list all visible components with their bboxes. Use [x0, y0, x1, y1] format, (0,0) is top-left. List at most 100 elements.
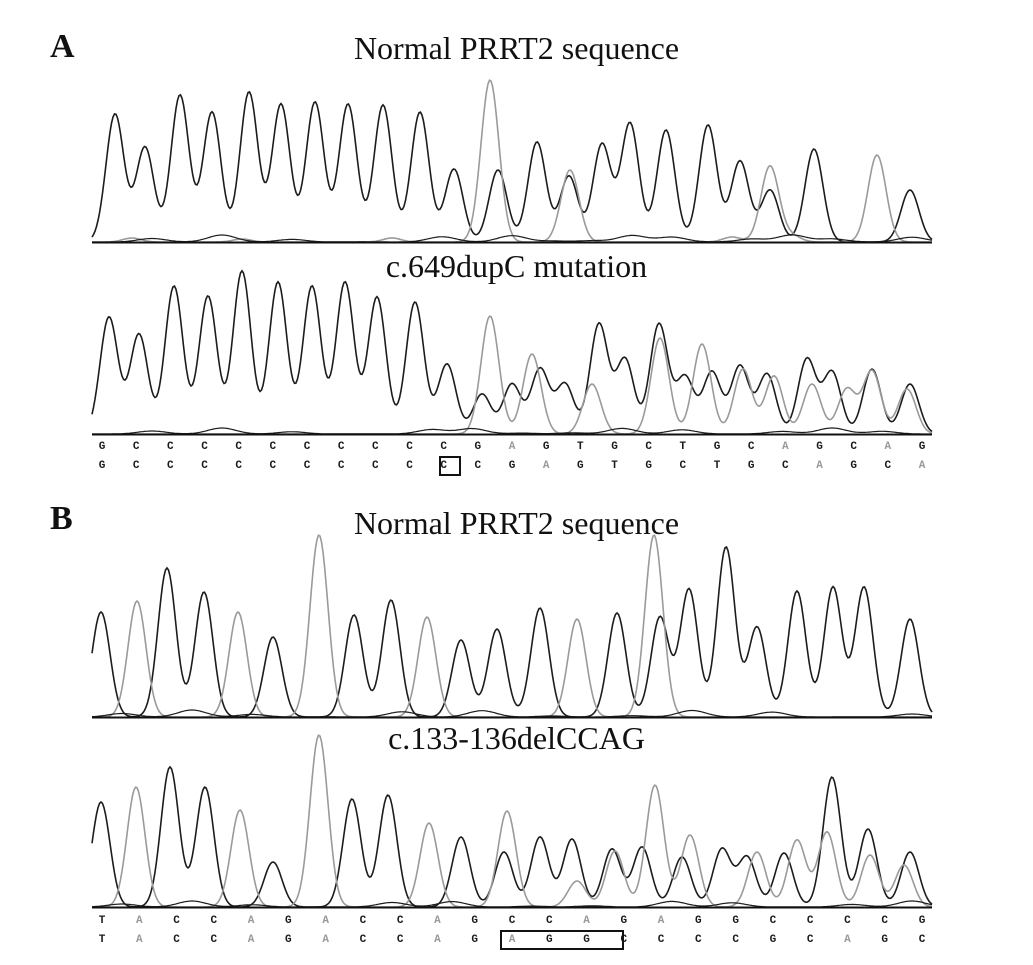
panel-letter-a: A [50, 28, 75, 65]
base-letter: C [545, 915, 553, 927]
base-letter: A [434, 934, 441, 946]
base-letter: C [167, 460, 174, 472]
base-letter: A [782, 441, 789, 453]
panel-letter-b: B [50, 500, 73, 537]
trace-peaks-dark [91, 545, 933, 718]
base-letter: C [884, 460, 892, 472]
base-letter: A [508, 441, 516, 453]
base-letter: G [98, 441, 106, 453]
panel-a-normal-title: Normal PRRT2 sequence [353, 30, 680, 66]
base-letter: C [303, 441, 311, 453]
base-letter: G [695, 915, 702, 927]
base-letter: C [359, 915, 367, 927]
base-letter: C [732, 934, 739, 946]
panel-a-duplication-box [439, 456, 461, 476]
base-letter: G [918, 915, 926, 927]
base-letter: A [135, 915, 143, 927]
base-letter: A [816, 460, 823, 472]
base-letter: A [247, 934, 255, 946]
base-letter: C [747, 441, 755, 453]
base-letter: A [434, 915, 441, 927]
base-letter: G [508, 460, 516, 472]
base-letter: C [396, 915, 404, 927]
base-letter: G [545, 934, 553, 946]
base-letter: C [132, 441, 140, 453]
base-letter: C [695, 934, 702, 946]
trace-peaks-light [92, 534, 932, 718]
trace-peaks-light [92, 315, 933, 435]
base-letter: C [303, 460, 311, 472]
base-letter: C [372, 441, 379, 453]
base-letter: G [577, 460, 584, 472]
panel-b-deletion-title: c.133-136delCCAG [388, 720, 645, 756]
base-letter: G [285, 934, 292, 946]
base-letter: C [406, 460, 413, 472]
base-letter: G [471, 915, 479, 927]
panel-b-deletion-box [500, 930, 624, 950]
base-letter: T [98, 915, 106, 927]
base-letter: G [98, 460, 106, 472]
base-letter: G [471, 934, 479, 946]
panel-b-normal-title: Normal PRRT2 sequence [353, 505, 680, 541]
panel-b-deletion-chromatogram [91, 734, 933, 909]
base-letter: G [769, 934, 777, 946]
base-letter: C [269, 460, 277, 472]
base-letter: C [173, 915, 180, 927]
base-letter: C [508, 915, 516, 927]
trace-peaks-dark [91, 269, 933, 433]
base-letter: C [645, 441, 652, 453]
base-letter: G [285, 915, 292, 927]
trace-noise [92, 427, 932, 435]
panel-b-normal-chromatogram [91, 534, 933, 719]
base-letter: T [98, 934, 106, 946]
base-letter: C [269, 441, 277, 453]
base-letter: C [210, 934, 218, 946]
base-letter: C [769, 915, 777, 927]
base-letter: G [713, 441, 721, 453]
base-letter: G [816, 441, 823, 453]
base-letter: C [337, 460, 345, 472]
base-letter: T [679, 441, 687, 453]
base-letter: G [850, 460, 857, 472]
base-letter: C [372, 460, 379, 472]
base-letter: G [474, 441, 482, 453]
base-letter: C [440, 460, 447, 472]
base-letter: G [918, 441, 926, 453]
base-letter: A [583, 915, 590, 927]
base-letter: T [577, 441, 584, 453]
base-letter: C [406, 441, 413, 453]
base-letter: C [167, 441, 174, 453]
base-letter: A [508, 934, 516, 946]
base-letter: T [611, 460, 618, 472]
base-letter: A [247, 915, 255, 927]
base-letter: C [782, 460, 789, 472]
base-letter: C [132, 460, 140, 472]
base-letter: G [620, 915, 628, 927]
base-letter: C [201, 441, 208, 453]
base-letter: C [210, 915, 218, 927]
trace-peaks-light [92, 734, 933, 908]
base-letter: C [337, 441, 345, 453]
base-letter: G [611, 441, 618, 453]
base-letter: C [235, 441, 242, 453]
base-letter: G [747, 460, 755, 472]
base-letter: C [396, 934, 404, 946]
base-letter: C [359, 934, 367, 946]
base-letter: C [173, 934, 180, 946]
base-letter: A [844, 934, 851, 946]
base-letter: A [884, 441, 892, 453]
base-letter: G [583, 934, 590, 946]
base-letter: A [657, 915, 665, 927]
trace-peaks-dark [91, 765, 933, 908]
trace-noise [92, 234, 933, 243]
base-letter: C [806, 915, 814, 927]
base-letter: C [474, 460, 482, 472]
panel-a-normal-chromatogram [91, 79, 933, 244]
base-letter: C [679, 460, 687, 472]
panel-a-mutation-title: c.649dupC mutation [385, 248, 648, 284]
base-letter: A [542, 460, 550, 472]
base-letter: C [881, 915, 889, 927]
